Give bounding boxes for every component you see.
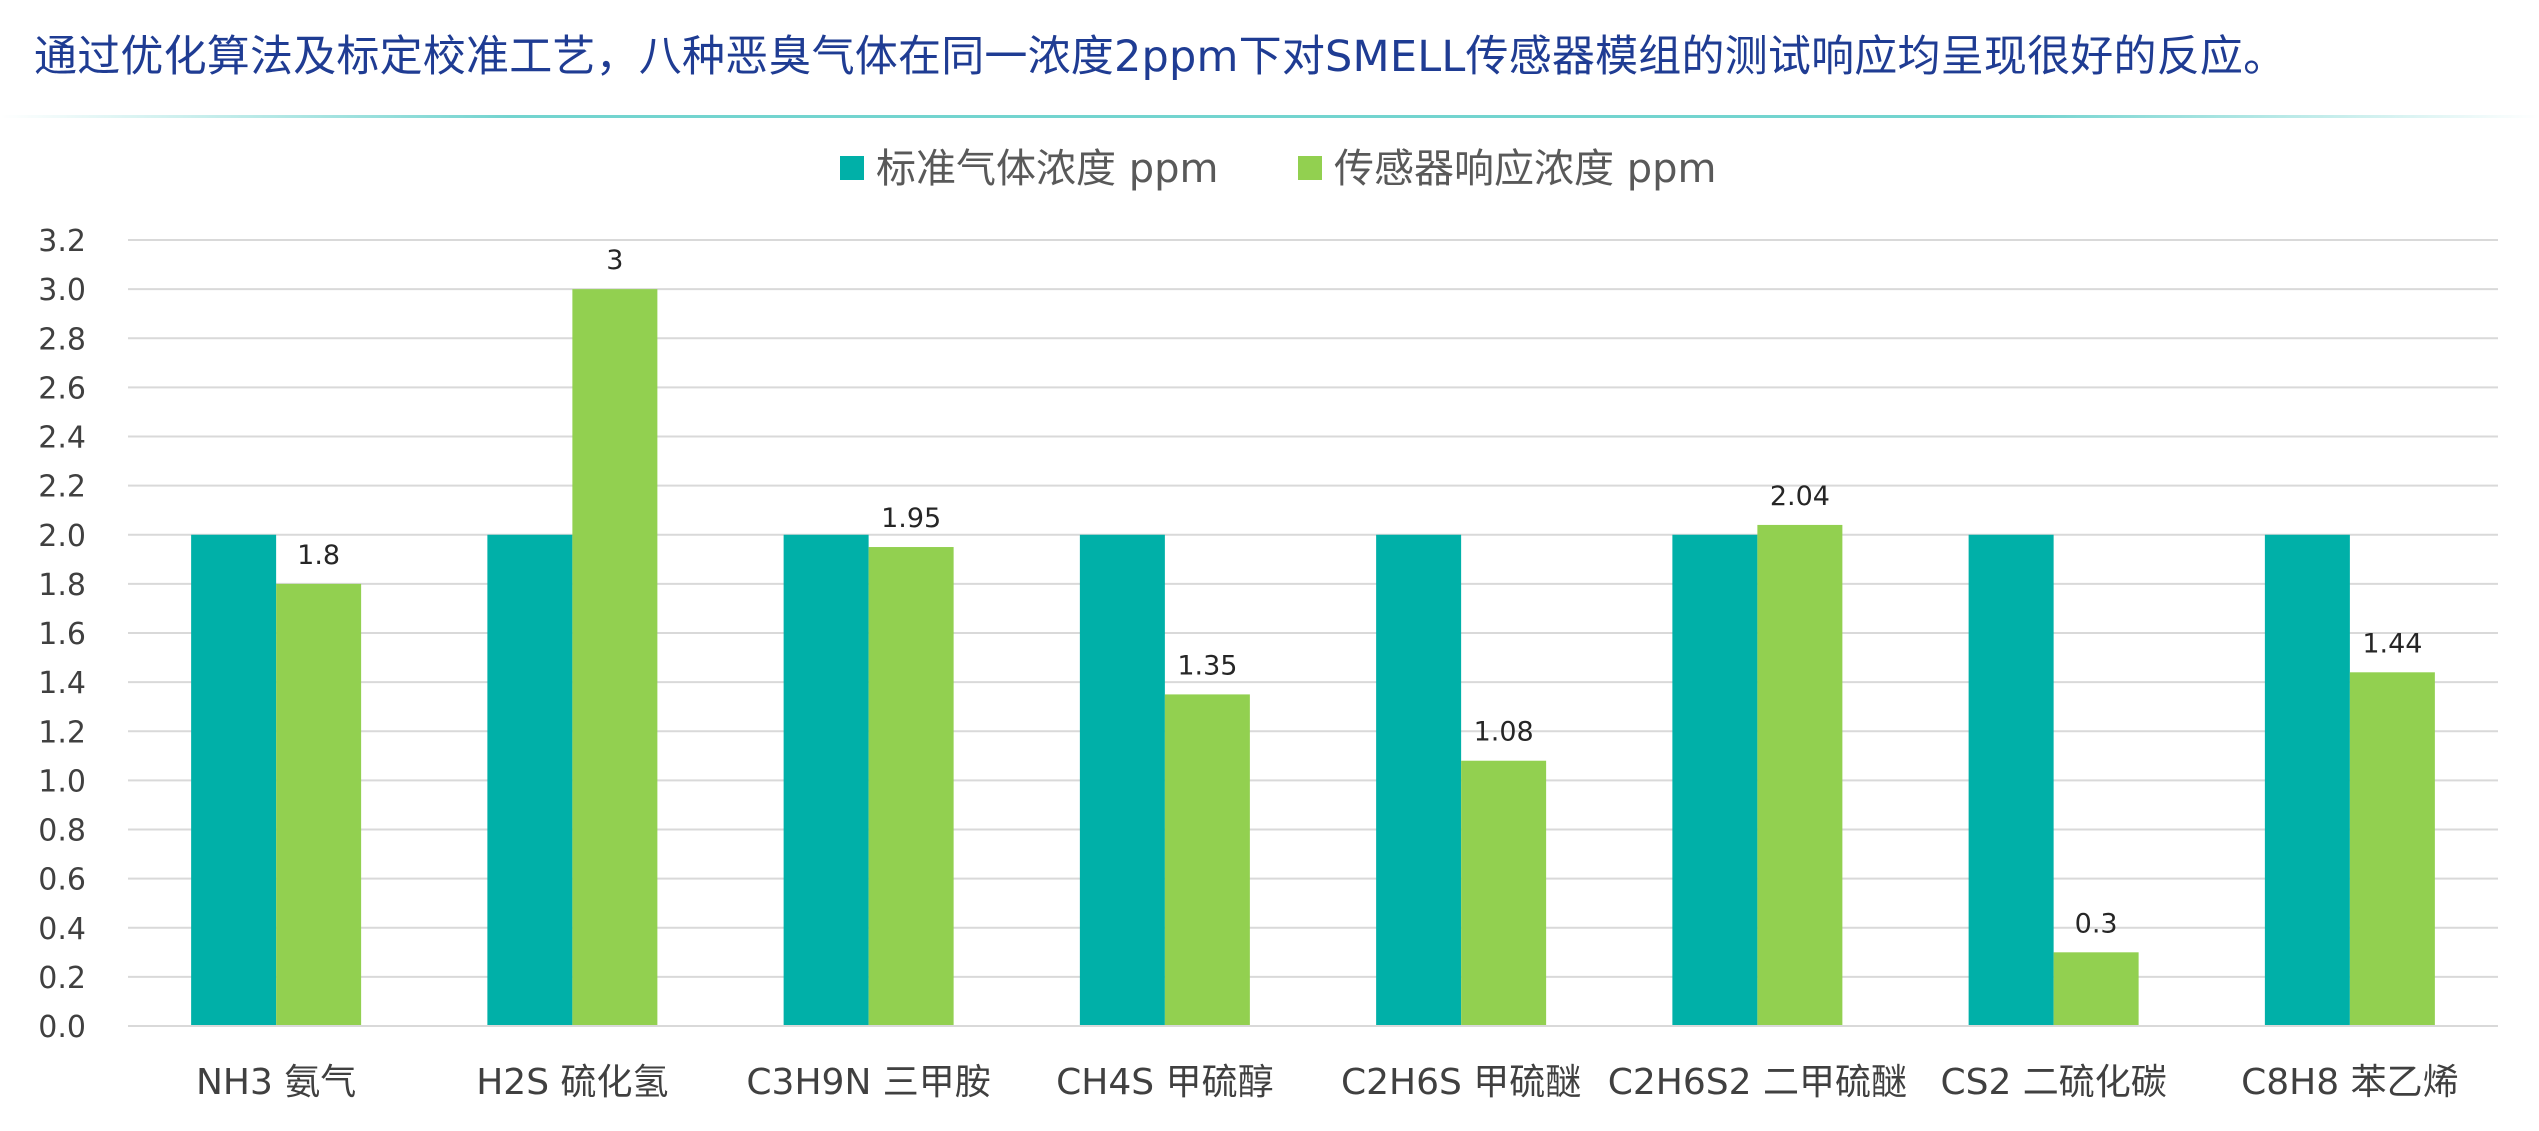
y-tick-label: 1.0	[38, 764, 86, 799]
legend: 标准气体浓度 ppm 传感器响应浓度 ppm	[840, 146, 1716, 192]
y-tick-label: 3.0	[38, 273, 86, 308]
bar-series-1	[191, 534, 277, 1026]
bar-data-label: 3	[606, 245, 623, 276]
bar-series-2	[276, 583, 362, 1026]
bars	[191, 289, 2435, 1026]
y-tick-label: 0.2	[38, 961, 86, 996]
bar-series-2	[572, 289, 658, 1026]
y-tick-label: 0.6	[38, 863, 86, 898]
y-tick-label: 1.8	[38, 568, 86, 603]
bar-data-label: 2.04	[1770, 481, 1830, 512]
bar-series-2	[1164, 694, 1250, 1026]
x-category-label: C8H8 苯乙烯	[2241, 1062, 2458, 1103]
y-tick-label: 0.0	[38, 1010, 86, 1045]
y-tick-label: 0.8	[38, 814, 86, 849]
x-axis: NH3 氨气 H2S 硫化氢 C3H9N 三甲胺 CH4S 甲硫醇 C2H6S 甲硫醚 C…	[128, 1025, 2498, 1103]
legend-label-1: 标准气体浓度 ppm	[876, 146, 1218, 192]
bar-series-1	[2264, 534, 2350, 1026]
legend-label-2: 传感器响应浓度 ppm	[1334, 146, 1716, 192]
y-tick-label: 0.4	[38, 912, 86, 947]
x-category-label: C2H6S2 二甲硫醚	[1608, 1062, 1907, 1103]
x-category-label: CS2 二硫化碳	[1940, 1062, 2166, 1103]
x-category-label: H2S 硫化氢	[476, 1062, 668, 1103]
y-tick-label: 3.2	[38, 224, 86, 259]
bar-series-1	[487, 534, 573, 1026]
bar-data-label: 1.35	[1177, 650, 1237, 681]
legend-swatch-2	[1298, 156, 1322, 180]
x-category-label: C3H9N 三甲胺	[746, 1062, 990, 1103]
y-tick-label: 1.2	[38, 715, 86, 750]
bar-data-label: 1.8	[297, 540, 340, 571]
y-tick-label: 2.0	[38, 519, 86, 554]
y-tick-label: 1.6	[38, 617, 86, 652]
x-category-label: C2H6S 甲硫醚	[1341, 1062, 1581, 1103]
bar-series-2	[868, 547, 954, 1026]
headline-divider	[0, 115, 2539, 118]
y-axis: 0.0 0.2 0.4 0.6 0.8 1.0 1.2 1.4 1.6 1.8 2.0 2.2 2.4 2…	[38, 224, 86, 1045]
y-tick-label: 2.6	[38, 371, 86, 406]
bar-series-1	[1376, 534, 1462, 1026]
y-tick-label: 2.8	[38, 322, 86, 357]
bar-series-2	[1461, 760, 1547, 1026]
bar-series-1	[783, 534, 869, 1026]
y-tick-label: 1.4	[38, 666, 86, 701]
gridlines	[128, 239, 2498, 1027]
bar-series-1	[1079, 534, 1165, 1026]
bar-series-2	[2053, 952, 2139, 1026]
bar-series-1	[1968, 534, 2054, 1026]
legend-swatch-1	[840, 156, 864, 180]
x-category-label: CH4S 甲硫醇	[1056, 1062, 1273, 1103]
page-headline: 通过优化算法及标定校准工艺，八种恶臭气体在同一浓度2ppm下对SMELL传感器模…	[34, 32, 2287, 82]
bar-data-label: 1.44	[2362, 628, 2422, 659]
x-category-label: NH3 氨气	[196, 1062, 356, 1103]
bar-data-label: 1.95	[881, 503, 941, 534]
bar-data-label: 1.08	[1474, 717, 1534, 748]
bar-series-2	[1757, 524, 1843, 1026]
y-tick-label: 2.4	[38, 421, 86, 456]
y-tick-label: 2.2	[38, 470, 86, 505]
bar-data-label: 0.3	[2075, 908, 2118, 939]
data-labels: 1.8 3 1.95 1.35 1.08 2.04 0.3 1.44	[297, 245, 2422, 939]
bar-series-1	[1672, 534, 1758, 1026]
bar-series-2	[2349, 672, 2435, 1026]
bar-chart: 0.0 0.2 0.4 0.6 0.8 1.0 1.2 1.4 1.6 1.8 2.0 2.2 2.4 2…	[38, 146, 2498, 1103]
chart-area: 0.0 0.2 0.4 0.6 0.8 1.0 1.2 1.4 1.6 1.8 2.0 2.2 2.4 2…	[0, 118, 2539, 1127]
